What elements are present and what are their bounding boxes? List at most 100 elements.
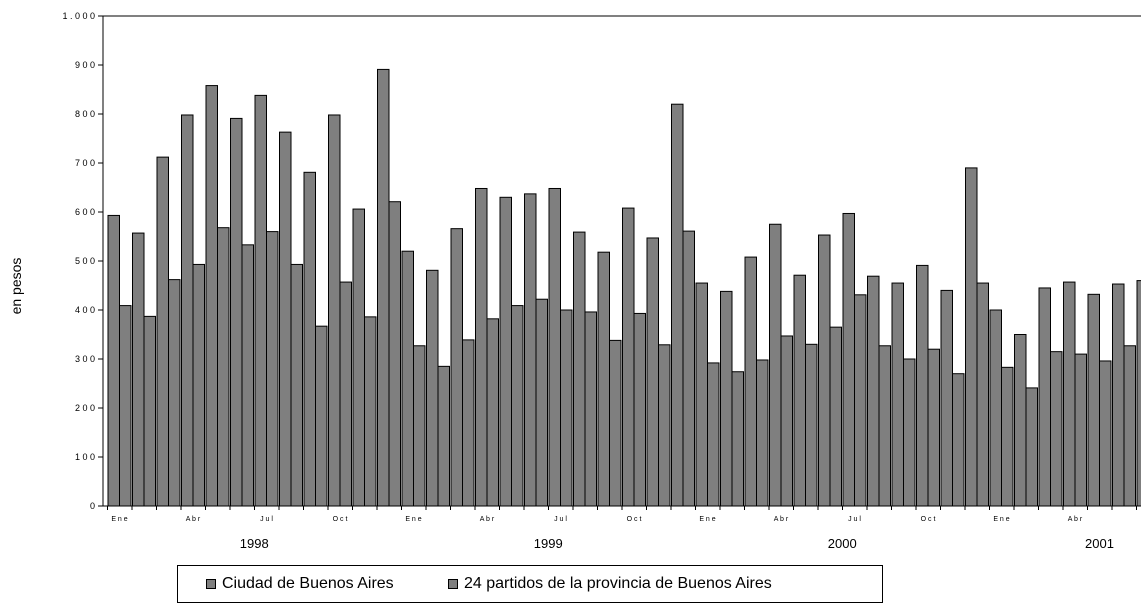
bar-ciudad <box>671 103 684 507</box>
bar-partidos <box>168 279 181 507</box>
bar-ciudad <box>1112 283 1125 507</box>
bar-partidos <box>829 326 842 507</box>
legend-item-ciudad: Ciudad de Buenos Aires <box>206 575 394 593</box>
bar-ciudad <box>916 264 929 507</box>
month-label: J u l <box>554 516 567 523</box>
bar-ciudad <box>132 232 145 507</box>
year-label: 2001 <box>1085 536 1114 551</box>
bar-partidos <box>413 345 426 507</box>
bar-ciudad <box>499 196 512 507</box>
bar-partidos <box>217 227 230 507</box>
bar-partidos <box>658 344 671 507</box>
bar-partidos <box>266 231 279 507</box>
bar-ciudad <box>1063 281 1076 507</box>
bar-partidos <box>1025 387 1038 507</box>
bar-ciudad <box>1014 334 1027 507</box>
bar-ciudad <box>205 85 218 507</box>
month-label: J u l <box>260 516 273 523</box>
bar-partidos <box>780 335 793 507</box>
bar-ciudad <box>426 269 439 507</box>
bar-partidos <box>682 230 695 507</box>
bar-partidos <box>315 325 328 507</box>
y-tick-label: 2 0 0 <box>75 403 95 413</box>
bar-ciudad <box>352 208 365 507</box>
bar-ciudad <box>965 167 978 507</box>
bar-partidos <box>633 312 646 507</box>
bar-partidos <box>756 359 769 507</box>
y-axis-label: en pesos <box>8 257 24 315</box>
bar-partidos <box>339 281 352 507</box>
bar-partidos <box>1001 366 1014 507</box>
year-label: 1999 <box>534 536 563 551</box>
month-label: O c t <box>921 516 936 523</box>
bar-partidos <box>584 311 597 507</box>
month-label: E n e <box>111 516 127 523</box>
bar-partidos <box>290 263 303 507</box>
legend-swatch-partidos <box>448 579 458 589</box>
y-tick-label: 0 <box>90 501 95 511</box>
month-label: E n e <box>405 516 421 523</box>
y-tick-label: 8 0 0 <box>75 109 95 119</box>
bar-partidos <box>731 371 744 507</box>
legend-label-partidos: 24 partidos de la provincia de Buenos Ai… <box>464 575 772 592</box>
bar-ciudad <box>646 237 659 507</box>
legend-label-ciudad: Ciudad de Buenos Aires <box>222 575 394 592</box>
bar-ciudad <box>1038 287 1051 507</box>
bar-ciudad <box>622 207 635 507</box>
bar-ciudad <box>1087 293 1100 507</box>
month-label: O c t <box>627 516 642 523</box>
bar-ciudad <box>377 68 390 507</box>
month-label: A b r <box>186 516 201 523</box>
bar-partidos <box>560 309 573 507</box>
y-tick-label: 1 . 0 0 0 <box>62 11 95 21</box>
bar-partidos <box>976 282 989 507</box>
bar-partidos <box>192 263 205 507</box>
bar-ciudad <box>475 187 488 507</box>
bar-ciudad <box>230 117 243 507</box>
bar-ciudad <box>867 275 880 507</box>
bar-ciudad <box>769 223 782 507</box>
bar-ciudad <box>107 214 120 507</box>
bar-partidos <box>1099 360 1112 507</box>
month-label: J u l <box>848 516 861 523</box>
y-tick-label: 5 0 0 <box>75 256 95 266</box>
bar-partidos <box>952 373 965 507</box>
month-label: E n e <box>993 516 1009 523</box>
y-tick-label: 1 0 0 <box>75 452 95 462</box>
month-label: O c t <box>333 516 348 523</box>
bar-ciudad <box>744 256 757 507</box>
bar-partidos <box>903 358 916 507</box>
bar-partidos <box>609 339 622 507</box>
month-label: A b r <box>774 516 789 523</box>
bar-partidos <box>1123 345 1136 507</box>
bar-partidos <box>486 318 499 507</box>
y-tick-label: 9 0 0 <box>75 60 95 70</box>
bar-partidos <box>119 305 132 507</box>
y-tick-label: 3 0 0 <box>75 354 95 364</box>
month-label: E n e <box>699 516 715 523</box>
bar-ciudad <box>940 289 953 507</box>
bar-partidos <box>388 201 401 507</box>
bar-ciudad <box>793 274 806 507</box>
bar-partidos <box>878 345 891 507</box>
bar-ciudad <box>597 251 610 507</box>
bar-partidos <box>854 294 867 507</box>
bar-ciudad <box>842 212 855 507</box>
year-label: 2000 <box>828 536 857 551</box>
bar-ciudad <box>548 187 561 507</box>
bar-ciudad <box>818 234 831 507</box>
bar-partidos <box>535 298 548 507</box>
bar-ciudad <box>156 156 169 507</box>
bar-partidos <box>707 362 720 507</box>
bar-ciudad <box>303 171 316 507</box>
year-label: 1998 <box>240 536 269 551</box>
bar-ciudad <box>989 309 1002 507</box>
bar-ciudad <box>181 114 194 507</box>
bar-ciudad <box>1136 280 1141 507</box>
bar-ciudad <box>279 131 292 507</box>
y-tick-label: 6 0 0 <box>75 207 95 217</box>
bar-ciudad <box>695 282 708 507</box>
bar-ciudad <box>254 94 267 507</box>
bar-ciudad <box>450 228 463 507</box>
